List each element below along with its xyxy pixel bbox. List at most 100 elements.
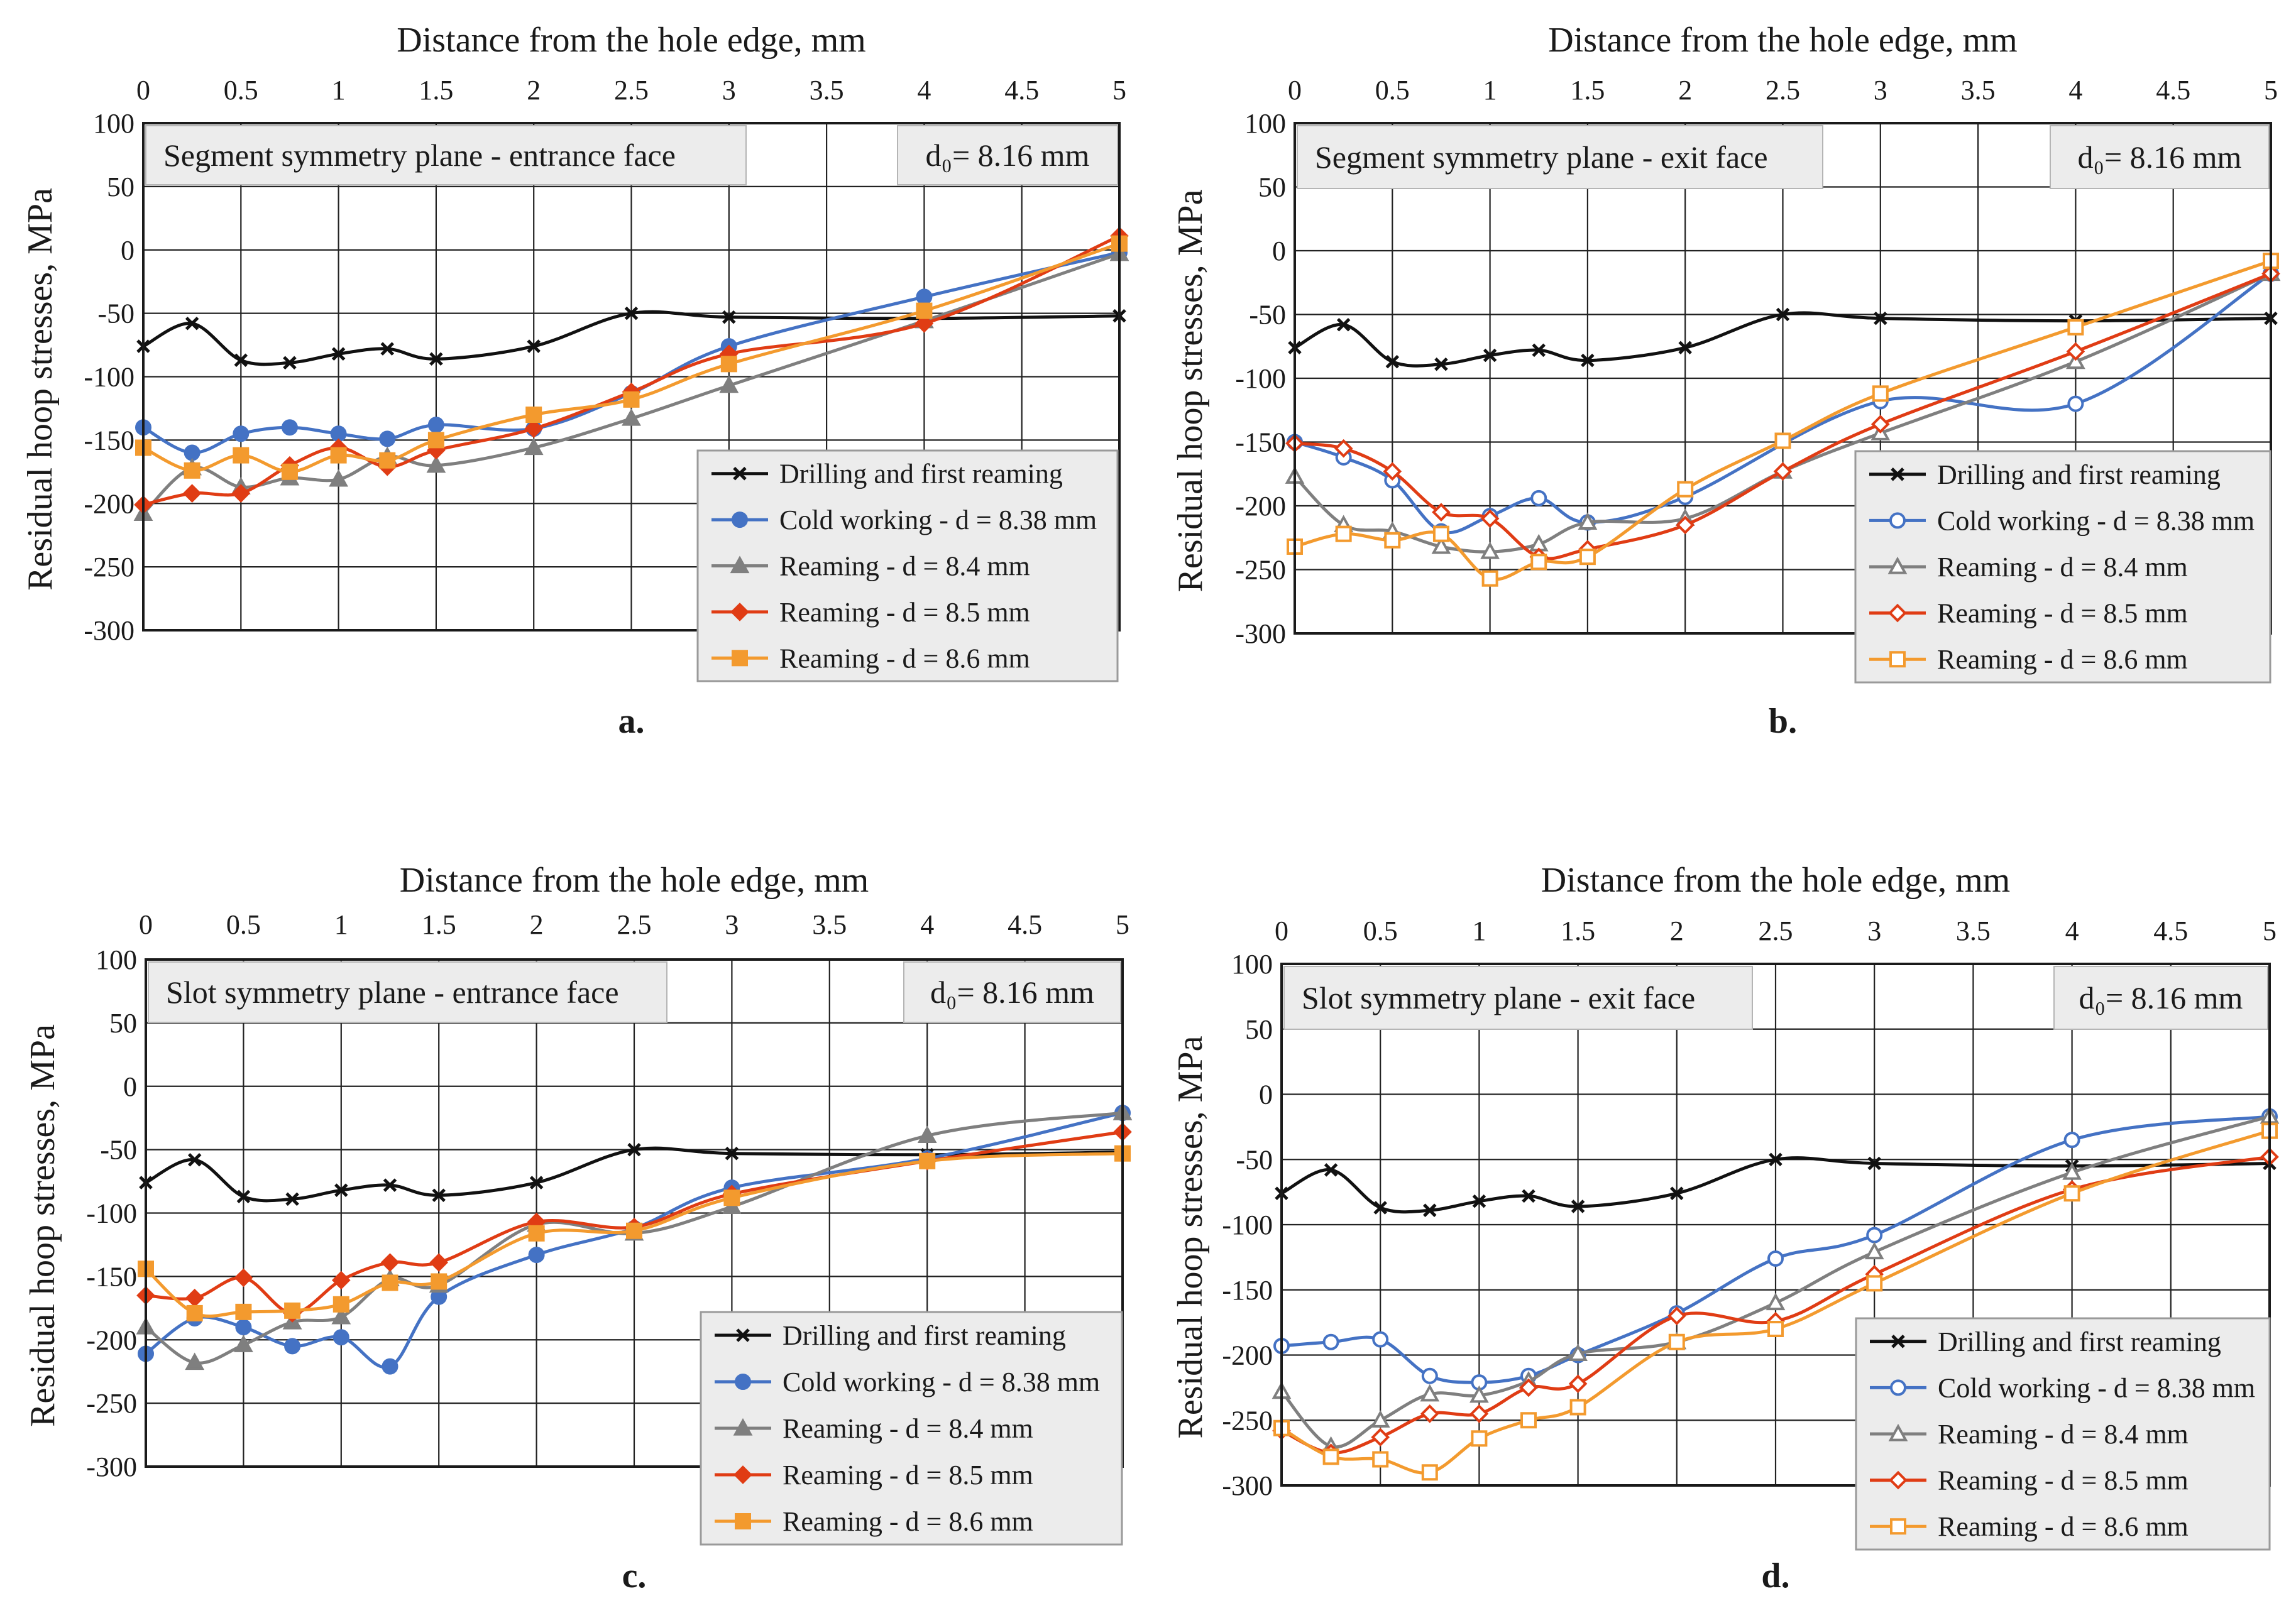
data-point [233,447,250,464]
data-point [723,1189,740,1206]
data-point [1423,1203,1437,1217]
data-point [1372,1451,1389,1468]
y-axis-title: Residual hoop stresses, MPa [23,1024,62,1427]
title-box [145,125,747,185]
x-tick-label: 1.5 [422,909,456,940]
legend-label: Reaming - d = 8.6 mm [783,1506,1033,1537]
data-point [332,1296,349,1313]
data-point [1421,1367,1438,1384]
data-point [525,407,542,424]
data-point [623,391,640,408]
data-point [1472,1194,1486,1208]
y-tick-label: -200 [1235,491,1286,522]
data-point [1432,503,1451,522]
data-point [382,1358,398,1375]
y-tick-label: -250 [1222,1405,1273,1436]
data-point [233,425,250,442]
x-tick-label: 0 [1275,916,1288,946]
note-box [2050,125,2270,189]
x-tick-label: 0.5 [1363,916,1398,946]
data-point [1420,1384,1440,1402]
legend-label: Drilling and first reaming [779,459,1063,489]
chart-panel-3: 0 0.5 1 1.5 2 2.5 3 3.5 4 4.5 5 100 50 0 -50 -100 -150 -2… [23,861,1133,1595]
y-tick-label: 50 [109,1008,137,1039]
legend: Drilling and first reaming Cold working -… [700,1311,1123,1546]
legend-label: Reaming - d = 8.5 mm [783,1460,1033,1490]
x-tick-label: 4.5 [2153,916,2188,946]
x-tick-label: 3.5 [812,909,847,940]
data-point [379,452,396,469]
legend-marker [733,1418,753,1436]
data-point [429,352,443,366]
data-point [182,484,202,503]
legend-entry: Cold working - d = 8.38 mm [1869,505,2255,536]
data-point [725,1146,739,1161]
data-point [1384,532,1401,549]
x-tick-label: 1 [334,909,348,940]
legend-marker [1888,1423,1908,1441]
data-point [524,419,544,439]
title-box [1283,966,1753,1030]
data-point [1481,570,1498,587]
data-point [380,1253,400,1272]
legend-marker [733,1465,752,1484]
data-point [1431,536,1451,554]
data-point [1434,357,1448,371]
data-point [1322,1448,1339,1465]
data-point [185,316,199,331]
x-tick-label: 1.5 [419,75,453,106]
y-tick-label: -300 [1235,618,1286,649]
diameter-note: d₀= 8.16 mm [2079,980,2243,1015]
panel-label: a. [618,702,645,741]
data-point [1480,541,1500,559]
y-tick-label: -150 [1235,427,1286,458]
x-tick-label: 4 [917,75,931,106]
data-point [1520,1412,1537,1429]
legend-label: Reaming - d = 8.4 mm [783,1413,1033,1444]
legend-label: Drilling and first reaming [1938,1326,2221,1357]
data-point [1579,549,1596,566]
x-tick-label: 4.5 [2156,75,2190,106]
x-tick-label: 3 [1874,75,1887,106]
data-point [329,469,348,487]
data-point [234,1335,253,1352]
plot-frame [145,958,1124,1468]
x-tick-label: 0 [139,909,153,940]
series-line [1294,259,2271,581]
x-tick-label: 3 [722,75,736,106]
x-tick-label: 0 [1288,75,1302,106]
data-point [916,302,933,319]
data-point [915,314,934,333]
data-point [431,1273,448,1290]
data-point [380,342,395,356]
data-point [1469,1385,1489,1403]
data-point [1522,1189,1535,1203]
data-point [1432,525,1449,542]
data-point [427,417,444,434]
data-point [626,1222,642,1239]
x-tick-label: 3.5 [1961,75,1996,106]
y-tick-label: 50 [107,172,135,202]
legend-entry: Reaming - d = 8.5 mm [1870,1465,2189,1496]
x-tick-label: 3.5 [1956,916,1991,946]
data-point [2063,1185,2080,1202]
chart-panel-2: 0 0.5 1 1.5 2 2.5 3 3.5 4 4.5 5 100 50 0 -50 -100 -150 -2… [1171,21,2281,741]
data-point [231,484,251,503]
y-tick-label: -50 [97,298,135,329]
data-point [1483,348,1497,363]
data-point [234,1268,253,1288]
y-tick-label: -300 [86,1452,137,1482]
x-tick-label: 2.5 [614,75,649,106]
x-tick-label: 2.5 [1766,75,1800,106]
legend-entry: Drilling and first reaming [1870,1326,2221,1357]
series-drilling [136,306,1126,370]
data-point [1568,1374,1588,1393]
data-point [382,1274,398,1291]
data-point [1767,1321,1784,1337]
data-point [719,375,739,393]
data-point [1767,1250,1784,1267]
legend-label: Cold working - d = 8.38 mm [1938,1372,2255,1403]
data-point [917,1125,937,1144]
data-point [1568,1343,1588,1362]
